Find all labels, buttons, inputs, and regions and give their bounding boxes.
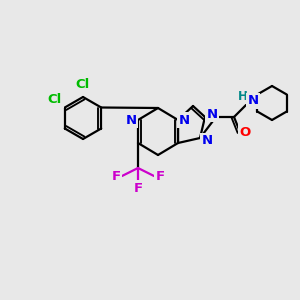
Text: N: N	[125, 113, 136, 127]
Text: N: N	[178, 113, 190, 127]
Text: N: N	[248, 94, 259, 107]
Text: Cl: Cl	[76, 79, 90, 92]
Text: F: F	[155, 169, 165, 182]
Text: F: F	[111, 169, 121, 182]
Text: N: N	[206, 107, 218, 121]
Text: Cl: Cl	[48, 93, 62, 106]
Text: F: F	[134, 182, 142, 194]
Text: N: N	[201, 134, 213, 148]
Text: H: H	[238, 89, 248, 103]
Text: O: O	[239, 125, 250, 139]
